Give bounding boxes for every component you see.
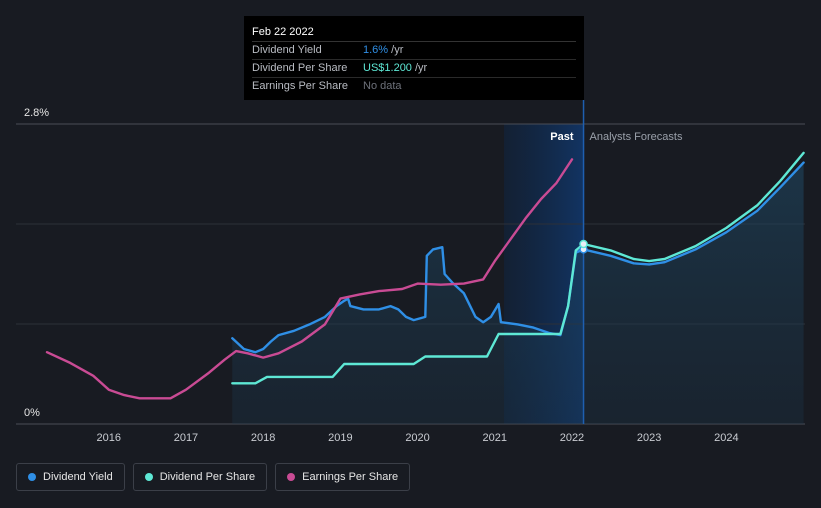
x-tick-label: 2018 [251,432,275,444]
marker-dividend-per-share [579,239,588,249]
forecast-label: Analysts Forecasts [590,131,683,143]
tooltip-label: Dividend Per Share [252,62,348,74]
tooltip-row-dividend-per-share: Dividend Per Share US$1.200 /yr [252,60,576,78]
y-axis-label: 0% [24,407,40,419]
past-label: Past [550,131,574,143]
tooltip-row-dividend-yield: Dividend Yield 1.6% /yr [252,42,576,60]
x-tick-label: 2019 [328,432,352,444]
x-tick-label: 2016 [97,432,121,444]
dividend-yield-area [232,162,804,424]
legend: Dividend Yield Dividend Per Share Earnin… [16,463,411,491]
legend-label: Dividend Yield [43,471,113,483]
x-tick-label: 2024 [714,432,738,444]
x-tick-label: 2017 [174,432,198,444]
legend-dot-icon [28,473,36,481]
legend-item-earnings-per-share[interactable]: Earnings Per Share [275,463,411,491]
tooltip-label: Dividend Yield [252,44,322,56]
tooltip-value: No data [363,80,402,92]
legend-label: Dividend Per Share [159,471,256,483]
tooltip-value: US$1.200 /yr [363,62,428,74]
tooltip-value: 1.6% /yr [363,44,404,56]
x-tick-label: 2022 [560,432,584,444]
legend-item-dividend-yield[interactable]: Dividend Yield [16,463,125,491]
y-axis-label: 2.8% [24,107,49,119]
legend-dot-icon [144,473,153,481]
tooltip-label: Earnings Per Share [252,80,348,92]
tooltip: Feb 22 2022 Dividend Yield 1.6% /yr Divi… [244,16,584,100]
legend-item-dividend-per-share[interactable]: Dividend Per Share [132,463,268,491]
x-tick-label: 2023 [637,432,661,444]
series-line-dividend-per-share [231,151,805,385]
x-tick-label: 2021 [483,432,507,444]
legend-dot-icon [287,473,296,481]
series-line-dividend-yield [231,161,805,354]
tooltip-row-earnings-per-share: Earnings Per Share No data [252,78,576,95]
x-tick-label: 2020 [405,432,429,444]
tooltip-date: Feb 22 2022 [252,24,576,42]
series-line-earnings-per-share [45,158,574,400]
legend-label: Earnings Per Share [302,471,399,483]
